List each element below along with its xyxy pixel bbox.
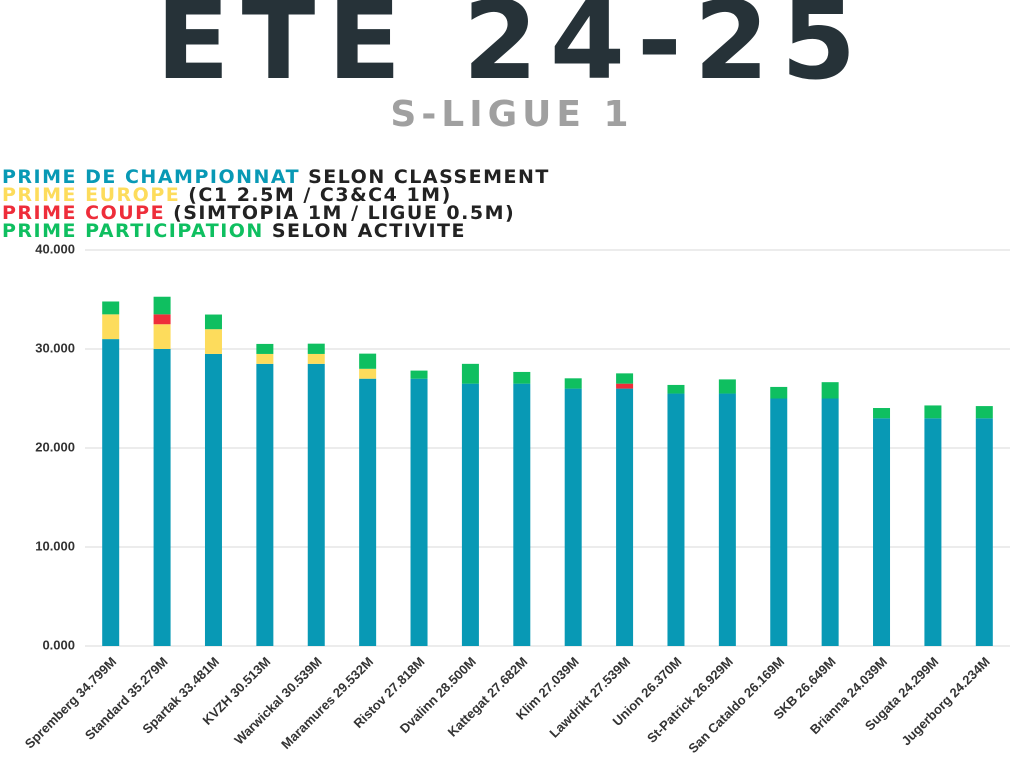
bar-segment	[153, 296, 171, 315]
bar-segment	[256, 353, 274, 364]
bar-segment	[410, 370, 428, 379]
bar-segment	[410, 378, 428, 646]
bar-segment	[718, 393, 736, 646]
bar-segment	[204, 329, 222, 354]
bar-segment	[461, 363, 479, 384]
y-tick-label: 30.000	[35, 340, 75, 355]
bar-segment	[616, 383, 634, 389]
legend-label: PRIME DE CHAMPIONNAT	[2, 166, 300, 188]
bar-segment	[821, 382, 839, 399]
x-tick-label: Spremberg 34.799M	[22, 654, 119, 751]
bar-segment	[204, 353, 222, 646]
legend-label: PRIME COUPE	[2, 202, 165, 224]
legend-label: PRIME PARTICIPATION	[2, 220, 264, 242]
bar-segment	[873, 408, 891, 419]
bar-segment	[564, 388, 582, 646]
bar-segment	[102, 339, 120, 646]
bar-segment	[975, 418, 993, 646]
bar-segment	[718, 379, 736, 394]
x-tick-label: Warwickal 30.539M	[231, 654, 325, 748]
bar-segment	[770, 386, 788, 399]
bar-segment	[975, 406, 993, 419]
bar-segment	[461, 383, 479, 646]
bar-segment	[102, 301, 120, 315]
legend-entry: PRIME COUPE (SIMTOPIA 1M / LIGUE 0.5M)	[2, 202, 515, 224]
bar-segment	[153, 324, 171, 349]
y-tick-label: 0.000	[42, 637, 75, 652]
chart-subtitle: S-LIGUE 1	[390, 94, 633, 135]
legend-entry: PRIME PARTICIPATION SELON ACTIVITE	[2, 220, 466, 242]
y-tick-label: 40.000	[35, 241, 75, 256]
bar-segment	[307, 353, 325, 364]
legend-entry: PRIME DE CHAMPIONNAT SELON CLASSEMENT	[2, 166, 550, 188]
y-tick-label: 10.000	[35, 538, 75, 553]
bar-segment	[153, 349, 171, 646]
y-tick-label: 20.000	[35, 439, 75, 454]
bar-segment	[359, 353, 377, 369]
bar-segment	[770, 398, 788, 646]
legend-note: (SIMTOPIA 1M / LIGUE 0.5M)	[173, 202, 515, 224]
bar-segment	[873, 418, 891, 646]
legend: PRIME DE CHAMPIONNAT SELON CLASSEMENTPRIM…	[2, 166, 550, 242]
bar-segment	[307, 343, 325, 354]
bar-segment	[256, 343, 274, 354]
legend-label: PRIME EUROPE	[2, 184, 180, 206]
bar-segment	[513, 371, 531, 384]
bar-segment	[256, 363, 274, 646]
x-tick-label: San Cataldo 26.169M	[685, 654, 787, 756]
bar-segment	[359, 378, 377, 646]
bar-segment	[307, 363, 325, 646]
bar-segment	[616, 373, 634, 384]
legend-note: SELON ACTIVITE	[272, 220, 466, 242]
bar-segment	[204, 314, 222, 330]
bar-segment	[359, 368, 377, 379]
bar-segment	[513, 383, 531, 646]
legend-note: (C1 2.5M / C3&C4 1M)	[188, 184, 452, 206]
bar-segment	[924, 405, 942, 419]
legend-entry: PRIME EUROPE (C1 2.5M / C3&C4 1M)	[2, 184, 452, 206]
legend-note: SELON CLASSEMENT	[308, 166, 550, 188]
bar-segment	[667, 384, 685, 394]
chart-title: ETE 24-25	[156, 0, 868, 104]
x-tick-label: St-Patrick 26.929M	[644, 654, 736, 746]
bar-segment	[924, 418, 942, 646]
bar-segment	[564, 378, 582, 389]
bar-segment	[667, 393, 685, 646]
x-tick-label: Jugerborg 24.234M	[898, 654, 992, 748]
bar-segment	[616, 388, 634, 646]
x-tick-label: Maramures 29.532M	[278, 654, 376, 752]
bar-segment	[821, 398, 839, 646]
bar-segment	[153, 314, 171, 325]
bar-segment	[102, 314, 120, 340]
